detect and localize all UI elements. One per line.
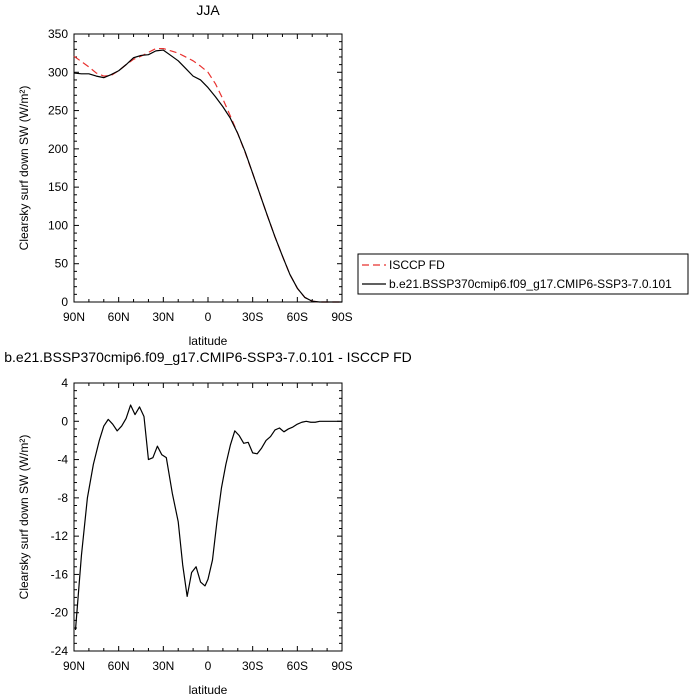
bottom-x-tick-label-5: 60S [287,659,308,673]
top-y-tick-label-4: 200 [48,142,68,156]
top-chart-panel: JJA 90N 60N 30N 0 30S 60S 90S 0 50 100 150 200 250 3… [17,2,689,348]
bottom-y-tick-label-4: -12 [51,529,69,543]
top-x-tick-label-5: 60S [287,310,308,324]
bottom-chart-panel: b.e21.BSSP370cmip6.f09_g17.CMIP6-SSP3-7.… [4,349,412,697]
top-y-tick-label-0: 0 [61,295,68,309]
bottom-x-tick-label-0: 90N [63,659,85,673]
bottom-x-tick-label-1: 60N [108,659,130,673]
top-x-tick-label-2: 30N [152,310,174,324]
legend-label-isccp: ISCCP FD [389,258,445,272]
top-y-tick-label-5: 250 [48,104,68,118]
bottom-x-tick-label-2: 30N [152,659,174,673]
top-x-tick-label-6: 90S [331,310,352,324]
bottom-y-tick-label-2: -4 [57,453,68,467]
bottom-chart-x-tick-labels: 90N 60N 30N 0 30S 60S 90S [63,659,353,673]
top-series-line-0 [73,47,342,303]
bottom-y-tick-label-1: 0 [61,414,68,428]
top-chart-y-tick-labels: 0 50 100 150 200 250 300 350 [48,27,68,309]
bottom-chart-plot-frame [73,382,343,652]
top-y-tick-label-7: 350 [48,27,68,41]
bottom-x-tick-label-3: 0 [205,659,212,673]
bottom-chart-title: b.e21.BSSP370cmip6.f09_g17.CMIP6-SSP3-7.… [4,349,412,365]
bottom-x-tick-label-6: 90S [331,659,352,673]
bottom-y-tick-label-0: 4 [61,376,68,390]
top-chart-x-tick-labels: 90N 60N 30N 0 30S 60S 90S [63,310,353,324]
top-y-tick-label-3: 150 [48,180,68,194]
top-chart-series-group [73,47,342,303]
top-chart-x-axis-label: latitude [189,334,228,348]
bottom-chart-y-axis-label: Clearsky surf down SW (W/m²) [17,435,31,600]
bottom-y-tick-label-5: -16 [51,567,69,581]
top-x-tick-label-0: 90N [63,310,85,324]
top-chart-legend: ISCCP FD b.e21.BSSP370cmip6.f09_g17.CMIP… [357,253,689,295]
bottom-y-tick-label-3: -8 [57,491,68,505]
top-series-line-1 [73,49,342,303]
legend-label-model: b.e21.BSSP370cmip6.f09_g17.CMIP6-SSP3-7.… [389,277,672,291]
bottom-chart-ticks [73,382,343,652]
bottom-chart-y-tick-labels: 4 0 -4 -8 -12 -16 -20 -24 [51,376,69,658]
bottom-series-line-0 [74,404,342,630]
bottom-x-tick-label-4: 30S [242,659,263,673]
top-y-tick-label-6: 300 [48,65,68,79]
bottom-chart-series-group [74,404,342,630]
bottom-y-tick-label-7: -24 [51,644,69,658]
top-x-tick-label-1: 60N [108,310,130,324]
top-chart-title: JJA [196,2,220,18]
bottom-y-tick-label-6: -20 [51,606,69,620]
top-x-tick-label-3: 0 [205,310,212,324]
top-y-tick-label-1: 50 [55,257,69,271]
top-y-tick-label-2: 100 [48,218,68,232]
top-chart-y-axis-label: Clearsky surf down SW (W/m²) [17,86,31,251]
bottom-chart-x-axis-label: latitude [189,683,228,697]
legend-frame [357,253,689,295]
top-chart-ticks [73,33,343,303]
top-x-tick-label-4: 30S [242,310,263,324]
